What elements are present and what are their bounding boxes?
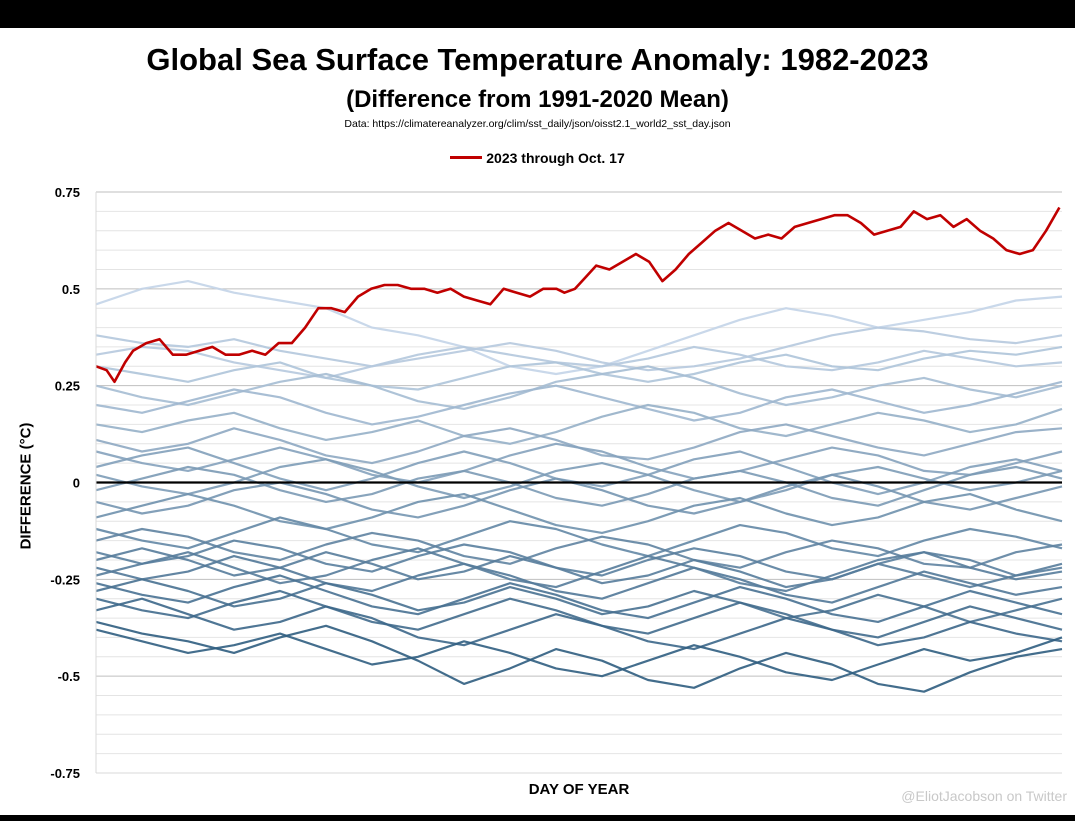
chart-subtitle: (Difference from 1991-2020 Mean) [346,86,729,113]
historical-series-line [95,589,1063,639]
legend: 2023 through Oct. 17 [0,150,1075,166]
historical-series-line [95,473,1063,519]
highlight-series-line [95,206,1061,384]
y-tick-label: 0.25 [55,379,80,394]
chart-card: Global Sea Surface Temperature Anomaly: … [0,28,1075,815]
historical-series-line [95,620,1063,693]
historical-series-line [95,442,1063,484]
highlight-series [95,206,1061,384]
historical-series-line [95,345,1063,391]
watermark: @EliotJacobson on Twitter [901,788,1067,804]
legend-swatch [450,155,483,159]
historical-series-line [95,458,1063,503]
historical-series-line [95,578,1063,624]
historical-series-line [95,380,1063,426]
historical-series-line [95,554,1063,604]
legend-label: 2023 through Oct. 17 [486,150,625,166]
data-source-note: Data: https://climatereanalyzer.org/clim… [344,118,731,130]
y-tick-label: -0.75 [50,766,80,781]
x-axis-label: DAY OF YEAR [528,781,630,798]
plot-area: -0.75 -0.5 -0.25 0 0.25 0.5 0.75 [50,185,1063,781]
historical-series-line [95,365,1063,410]
historical-series-line [95,334,1063,372]
historical-series-line [95,403,1063,445]
historical-series-line [95,628,1063,682]
historical-series-line [95,547,1063,589]
historical-series-line [95,280,1063,376]
y-tick-label: 0.5 [62,282,80,297]
axes: -0.75 -0.5 -0.25 0 0.25 0.5 0.75 [50,185,1062,781]
historical-series-line [95,539,1063,581]
historical-series-line [95,527,1063,569]
y-axis-label: DIFFERENCE (°C) [17,422,35,550]
y-tick-label: -0.5 [58,669,80,684]
historical-series-line [95,547,1063,593]
bottom-border [0,815,1075,821]
historical-series [95,280,1063,693]
historical-series-line [95,516,1063,558]
y-tick-label: 0.75 [55,185,80,200]
grid-lines [96,191,1062,774]
historical-series-line [95,597,1063,651]
y-tick-label: 0 [73,476,80,491]
historical-series-line [95,493,1063,534]
chart-title: Global Sea Surface Temperature Anomaly: … [146,42,929,77]
y-tick-label: -0.25 [50,572,80,587]
historical-series-line [95,574,1063,624]
